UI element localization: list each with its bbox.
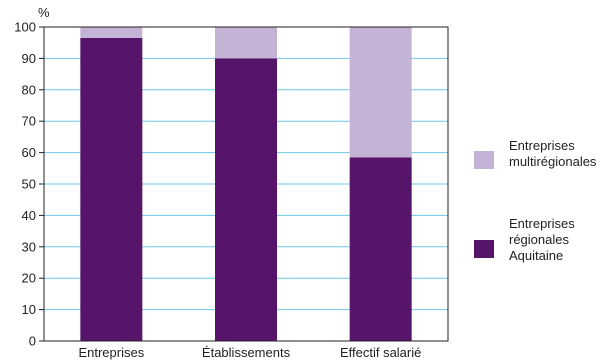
x-axis-category-labels: Entreprises Établissements Effectif salari…	[78, 345, 421, 360]
y-tick-label-100: 100	[14, 20, 36, 35]
y-axis-unit-label: %	[38, 5, 50, 20]
legend: EntreprisesmultirégionalesEntreprisesrég…	[474, 138, 597, 263]
legend-swatch-0	[474, 240, 494, 258]
y-tick-label-30: 30	[22, 239, 36, 254]
legend-label-1-line-0: Entreprises	[509, 138, 575, 153]
y-tick-label-90: 90	[22, 51, 36, 66]
legend-label-1-line-1: multirégionales	[509, 154, 597, 169]
y-tick-label-40: 40	[22, 208, 36, 223]
bar-2-series-0	[349, 157, 412, 341]
bars-group	[80, 27, 412, 342]
bar-1-series-1	[215, 27, 277, 59]
x-category-label-0: Entreprises	[78, 345, 144, 360]
y-axis-ticks: 0 10 20 30 40 50 60 70 80 90 100	[14, 20, 44, 349]
bar-2-series-1	[349, 27, 412, 158]
legend-swatch-1	[474, 151, 494, 169]
x-category-label-2: Effectif salarié	[340, 345, 421, 360]
y-tick-label-0: 0	[29, 334, 36, 349]
bar-0-series-0	[80, 37, 143, 342]
y-tick-label-20: 20	[22, 271, 36, 286]
legend-label-0-line-1: régionales	[509, 232, 569, 247]
bar-0-series-1	[80, 27, 143, 38]
y-tick-label-50: 50	[22, 177, 36, 192]
y-tick-label-70: 70	[22, 114, 36, 129]
legend-label-0-line-2: Aquitaine	[509, 248, 563, 263]
legend-label-0-line-0: Entreprises	[509, 216, 575, 231]
y-tick-label-80: 80	[22, 82, 36, 97]
y-tick-label-60: 60	[22, 145, 36, 160]
bar-1-series-0	[215, 58, 277, 342]
y-tick-label-10: 10	[22, 302, 36, 317]
x-category-label-1: Établissements	[202, 345, 291, 360]
